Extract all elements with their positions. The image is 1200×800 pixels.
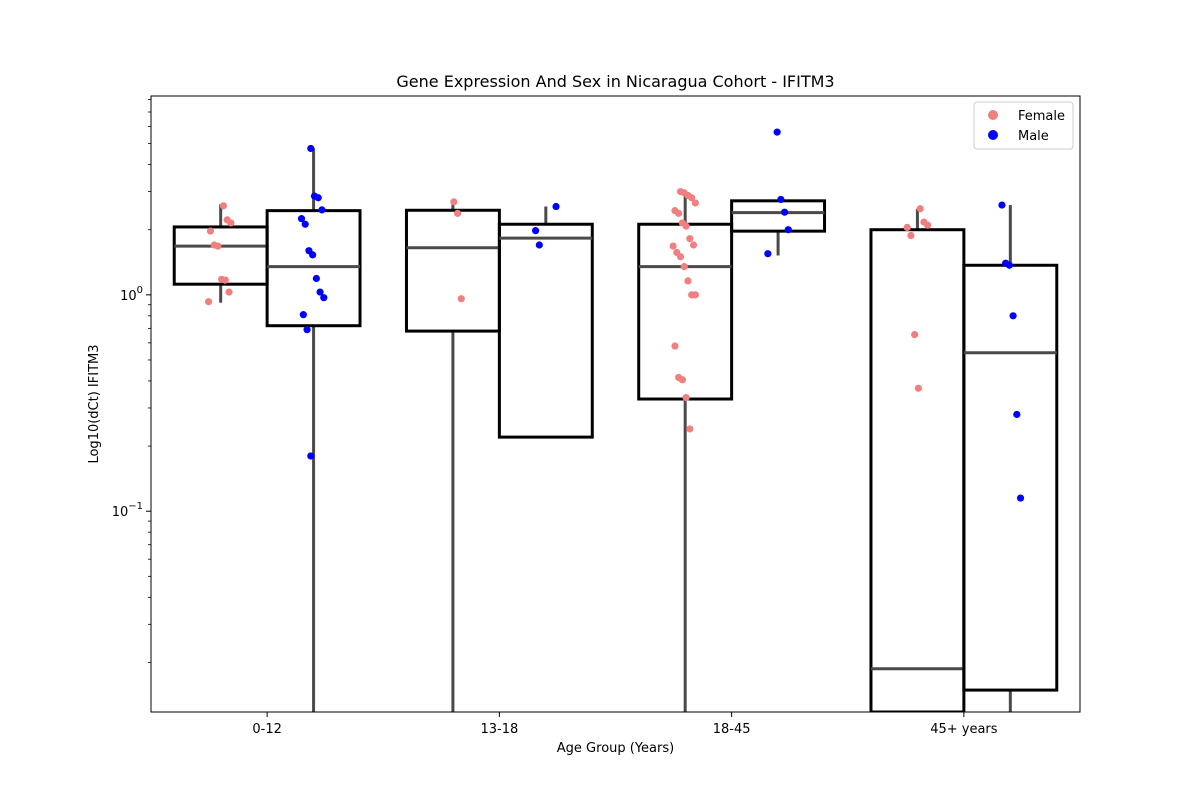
plot-frame: [150, 95, 1081, 713]
data-point: [920, 218, 928, 226]
data-point: [310, 192, 319, 200]
data-point: [453, 209, 462, 217]
data-point: [671, 342, 679, 350]
data-point: [903, 223, 911, 231]
x-tick-label: 18-45: [713, 722, 751, 737]
y-axis-label: Log10(dCt) IFITM3: [87, 344, 102, 463]
x-axis-label: Age Group (Years): [557, 741, 674, 756]
data-point: [305, 247, 313, 255]
data-point: [1016, 494, 1025, 502]
legend: Female Male: [973, 101, 1074, 150]
data-point: [297, 215, 306, 223]
data-point: [773, 128, 781, 136]
axes: 0-12 13-18 18-45 45+ years 10−1 100: [112, 99, 998, 737]
data-point: [682, 394, 690, 402]
data-point: [686, 425, 694, 433]
data-point: [691, 199, 699, 207]
data-point: [312, 274, 320, 283]
data-point: [204, 298, 213, 306]
data-point: [680, 263, 688, 271]
data-point: [210, 241, 218, 249]
data-point: [450, 198, 458, 206]
data-point: [998, 201, 1006, 209]
data-point: [457, 295, 465, 303]
legend-marker: [988, 130, 998, 140]
data-point: [218, 275, 226, 283]
data-point: [907, 231, 915, 240]
data-point: [689, 241, 698, 249]
y-tick-label: 100: [120, 285, 143, 304]
data-point: [307, 144, 315, 153]
data-point: [1009, 312, 1017, 320]
chart-title: Gene Expression And Sex in Nicaragua Coh…: [396, 72, 834, 91]
data-point: [676, 188, 685, 196]
data-point: [307, 452, 315, 460]
x-tick-label: 0-12: [252, 722, 282, 737]
data-point: [225, 288, 233, 296]
data-point: [318, 206, 326, 214]
y-tick-label: 10−1: [112, 501, 143, 520]
data-point: [532, 227, 540, 235]
data-point: [784, 226, 792, 234]
data-point: [911, 331, 919, 339]
data-point: [1002, 259, 1010, 267]
data-point: [1013, 410, 1021, 419]
data-point: [684, 277, 692, 285]
data-point: [303, 326, 311, 334]
data-point: [914, 384, 922, 392]
data-point: [671, 207, 679, 215]
data-point: [669, 242, 677, 250]
data-point: [320, 294, 328, 302]
data-point: [673, 248, 681, 257]
legend-label: Male: [1018, 129, 1049, 144]
data-point: [764, 250, 772, 258]
x-tick-label: 13-18: [480, 722, 518, 737]
legend-marker: [988, 110, 998, 120]
plot-area: [172, 128, 1059, 712]
data-point: [219, 202, 228, 210]
box: [497, 222, 594, 439]
data-point: [675, 373, 683, 382]
data-point: [678, 219, 686, 227]
x-tick-label: 45+ years: [930, 722, 998, 737]
data-point: [916, 205, 924, 213]
data-point: [223, 216, 231, 224]
data-point: [206, 227, 215, 235]
legend-box: [973, 101, 1074, 150]
legend-label: Female: [1018, 109, 1065, 124]
data-point: [552, 202, 560, 211]
data-point: [777, 195, 785, 204]
box: [265, 209, 362, 328]
data-point: [535, 241, 543, 249]
data-point: [686, 234, 694, 243]
data-point: [301, 220, 309, 228]
data-point: [316, 288, 324, 296]
data-point: [780, 208, 789, 216]
data-point: [299, 311, 307, 319]
data-point: [688, 291, 696, 299]
